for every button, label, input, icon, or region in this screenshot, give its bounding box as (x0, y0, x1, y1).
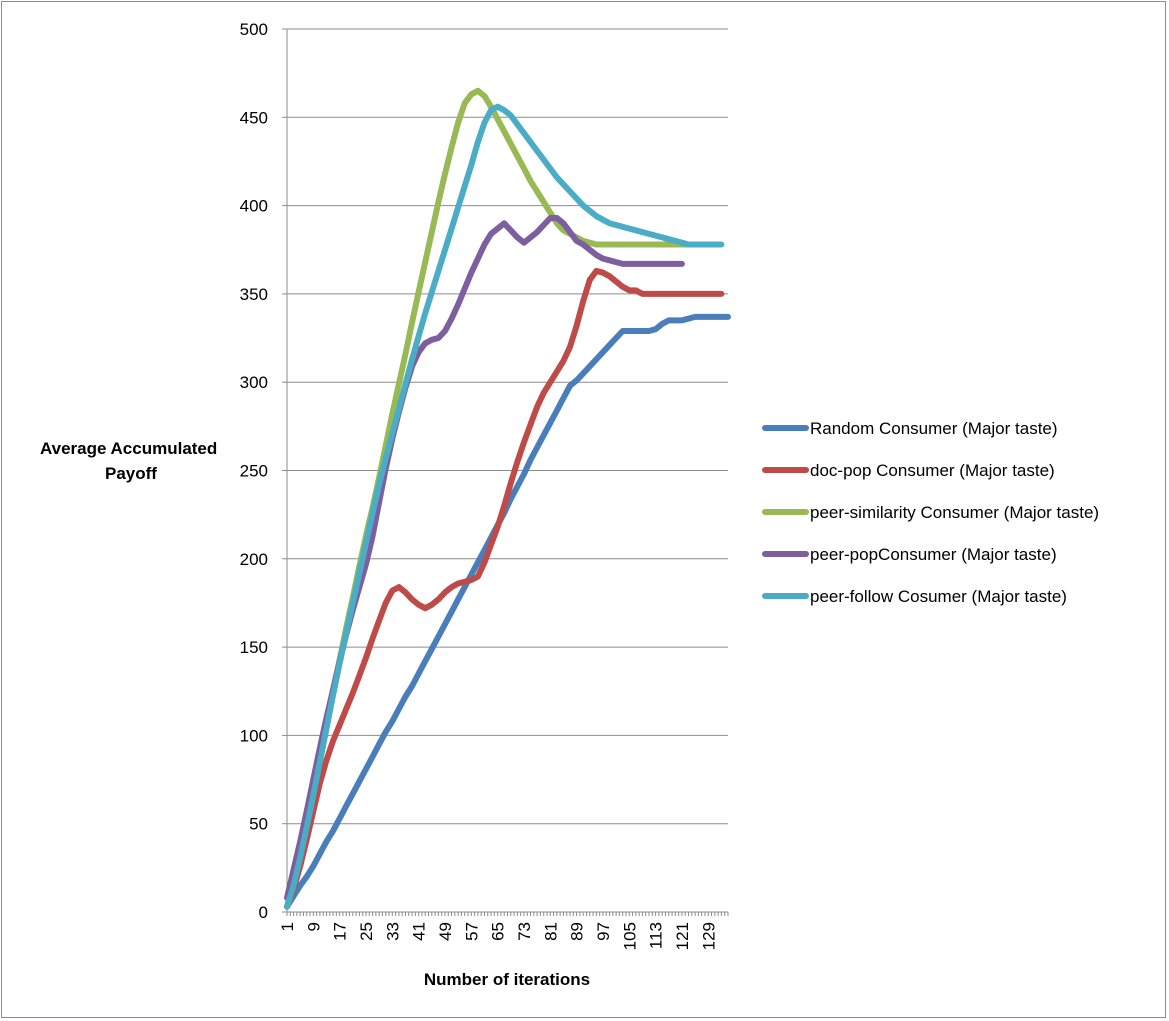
y-tick-label: 0 (259, 903, 268, 922)
legend-label: doc-pop Consumer (Major taste) (810, 461, 1055, 480)
y-tick-label: 200 (240, 550, 268, 569)
y-tick-label: 50 (249, 815, 268, 834)
x-tick-label: 65 (489, 922, 508, 941)
grid-lines (287, 28, 728, 825)
legend-label: peer-follow Cosumer (Major taste) (810, 587, 1067, 606)
series-line-3 (284, 87, 699, 910)
y-tick-label: 300 (240, 373, 268, 392)
y-tick-label: 500 (240, 20, 268, 39)
x-tick-label: 49 (436, 922, 455, 941)
x-tick-label: 129 (699, 922, 718, 950)
series-line-5 (284, 103, 725, 910)
x-tick-label: 89 (568, 922, 587, 941)
y-tick-label: 150 (240, 638, 268, 657)
x-tick-label: 121 (673, 922, 692, 950)
series-lines (284, 87, 731, 910)
y-axis-title: Average Accumulated Payoff (40, 439, 222, 483)
series-line-2 (284, 267, 725, 910)
series-line-1 (284, 313, 731, 910)
x-tick-label: 33 (383, 922, 402, 941)
x-tick-label: 105 (620, 922, 639, 950)
x-axis-title: Number of iterations (424, 970, 590, 989)
x-tick-label: 41 (410, 922, 429, 941)
y-tick-label: 250 (240, 462, 268, 481)
legend-label: peer-similarity Consumer (Major taste) (810, 503, 1099, 522)
x-tick-label: 1 (278, 922, 297, 931)
x-tick-label: 25 (357, 922, 376, 941)
y-tick-label: 100 (240, 726, 268, 745)
x-tick-label: 81 (541, 922, 560, 941)
axes (282, 28, 729, 916)
x-tick-labels: 1 9 17 25 33 41 49 57 65 73 81 89 97 105 113 121 129 (278, 922, 718, 950)
x-tick-label: 73 (515, 922, 534, 941)
y-tick-label: 350 (240, 285, 268, 304)
x-tick-label: 57 (462, 922, 481, 941)
x-tick-label: 97 (594, 922, 613, 941)
legend-label: peer-popConsumer (Major taste) (810, 545, 1057, 564)
x-tick-label: 9 (304, 922, 323, 931)
y-tick-labels: 0 50 100 150 200 250 300 350 400 450 500 (240, 20, 268, 922)
y-tick-label: 400 (240, 197, 268, 216)
legend: Random Consumer (Major taste) doc-pop Con… (762, 419, 1099, 606)
y-tick-label: 450 (240, 108, 268, 127)
legend-label: Random Consumer (Major taste) (810, 419, 1058, 438)
x-tick-label: 17 (331, 922, 350, 941)
x-tick-label: 113 (647, 922, 666, 949)
